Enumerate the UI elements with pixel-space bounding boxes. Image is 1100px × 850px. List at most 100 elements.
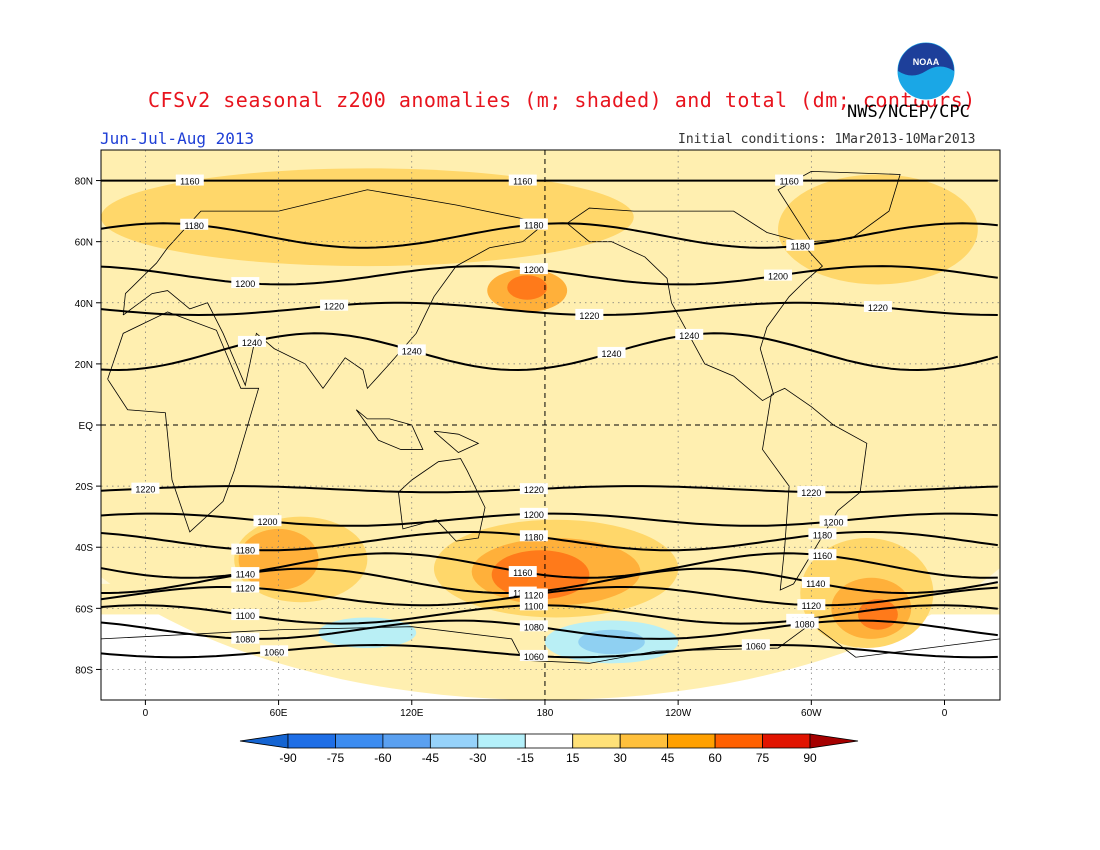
contour-label-bg [741, 639, 770, 651]
contour-label-bg [808, 549, 837, 561]
lon-tick-label: 0 [942, 708, 948, 719]
contour-label: 1080 [235, 635, 255, 645]
contour-label: 1200 [768, 272, 788, 282]
contour-label: 1220 [579, 311, 599, 321]
contour-label-bg [175, 174, 204, 186]
contour-label: 1180 [524, 532, 543, 542]
contour-label-bg [231, 581, 260, 593]
contour-label: 1060 [746, 641, 766, 651]
contour-label: 1060 [524, 652, 544, 662]
contour-label: 1180 [236, 546, 255, 556]
colorbar-swatch [524, 733, 574, 749]
contour-label: 1180 [813, 530, 832, 540]
map-axes: 80N 60N 40N 20N EQ 20S 40S 60S 80S 0 60E 120E 180 120… [75, 177, 948, 719]
contour-label: 1200 [824, 517, 844, 527]
contour-label-bg [237, 335, 266, 347]
lat-tick-label: 20S [75, 482, 93, 493]
lat-tick-label: 60N [75, 238, 93, 249]
colorbar-label: -75 [327, 751, 345, 765]
contour-label-bg [231, 277, 260, 289]
colorbar-swatch [572, 733, 621, 749]
contour-label-bg [764, 269, 793, 281]
contour-label: 1080 [524, 622, 544, 632]
colorbar-label: 90 [803, 751, 817, 765]
logo-text: NOAA [913, 57, 940, 67]
colorbar-max-arrow [809, 733, 859, 749]
contour-line [101, 301, 998, 317]
colorbar-label: -30 [469, 751, 487, 765]
contour-label-bg [775, 174, 804, 186]
contour-label-bg [797, 486, 826, 498]
colorbar-label: -15 [517, 751, 535, 765]
contour-label: 1220 [324, 302, 344, 312]
contour-label: 1160 [779, 177, 798, 187]
contour-label: 1240 [242, 338, 262, 348]
contour-label-bg [180, 218, 209, 230]
contour-label: 1200 [524, 265, 544, 275]
contour-label-bg [786, 239, 815, 251]
contour-label-bg [320, 299, 349, 311]
contour-label-bg [575, 308, 604, 320]
contour-label-bg [519, 649, 548, 661]
contour-label: 1220 [801, 488, 821, 498]
contour-label: 1200 [524, 510, 544, 520]
colorbar-swatch [762, 733, 811, 749]
map-title: CFSv2 seasonal z200 anomalies (m; shaded… [148, 88, 976, 112]
contour-label-bg [808, 528, 837, 540]
contour-label: 1140 [806, 579, 825, 589]
colorbar-swatch [335, 733, 384, 749]
lon-tick-label: 60E [270, 708, 288, 719]
colorbar-label: -90 [279, 751, 297, 765]
contour-label-bg [519, 263, 548, 275]
coastline [433, 430, 480, 453]
initial-conditions: Initial conditions: 1Mar2013-10Mar2013 [678, 132, 976, 147]
contour-label: 1220 [524, 485, 544, 495]
contour-label: 1160 [180, 177, 199, 187]
colorbar-swatch [382, 733, 431, 749]
lon-tick-label: 120E [400, 708, 424, 719]
colorbar-swatch [619, 733, 669, 749]
contour-label: 1160 [813, 551, 832, 561]
contour-label-bg [253, 515, 282, 527]
contour-label: 1140 [236, 570, 255, 580]
coastline [566, 207, 823, 402]
contour-line [101, 222, 998, 249]
lat-tick-label: EQ [79, 421, 94, 432]
contour-label-bg [819, 515, 848, 527]
colorbar-swatch [287, 733, 336, 749]
contour-label: 1240 [679, 331, 699, 341]
contour-label: 1180 [185, 221, 204, 231]
lon-tick-label: 60W [801, 708, 822, 719]
contour-label: 1120 [236, 583, 255, 593]
contour-label: 1220 [868, 303, 888, 313]
contour-label: 1200 [235, 279, 255, 289]
contour-label-bg [508, 566, 537, 578]
coastline [107, 311, 260, 533]
contour-label-bg [801, 576, 830, 588]
contour-label-bg [508, 174, 537, 186]
lat-tick-label: 60S [75, 604, 93, 615]
colorbar-label: 15 [566, 751, 580, 765]
contour-label-bg [675, 328, 704, 340]
contour-label-bg [231, 543, 260, 555]
forecast-period: Jun-Jul-Aug 2013 [100, 129, 255, 148]
lat-tick-label: 20N [75, 360, 93, 371]
lat-tick-label: 40N [75, 299, 93, 310]
org-label: NWS/NCEP/CPC [847, 102, 970, 122]
contour-label: 1200 [257, 517, 277, 527]
contour-label-bg [790, 617, 819, 629]
colorbar-label: 45 [661, 751, 675, 765]
lat-tick-label: 80N [75, 177, 93, 188]
contour-label: 1160 [513, 568, 532, 578]
colorbar-label: 60 [708, 751, 722, 765]
contour-label-bg [519, 620, 548, 632]
contour-label: 1220 [135, 485, 155, 495]
anomaly-region [578, 629, 645, 655]
contour-label-bg [231, 632, 260, 644]
colorbar-label: 30 [614, 751, 628, 765]
contour-label: 1180 [791, 242, 810, 252]
colorbar-swatch [429, 733, 479, 749]
anomaly-region [507, 275, 548, 300]
lon-tick-label: 180 [537, 708, 554, 719]
colorbar-swatch [714, 733, 763, 749]
